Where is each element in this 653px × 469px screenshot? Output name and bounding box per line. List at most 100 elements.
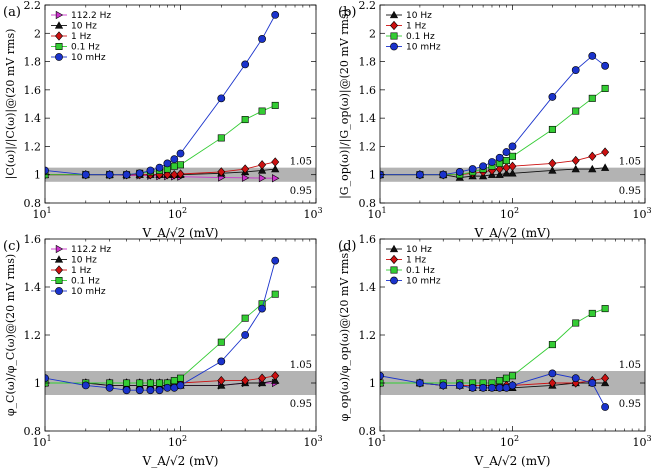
y-tick-label: 1.8 bbox=[24, 56, 42, 69]
data-point bbox=[271, 290, 279, 298]
y-tick-label: 1.2 bbox=[24, 140, 42, 153]
data-point bbox=[135, 386, 144, 395]
panel-label: (d) bbox=[338, 239, 356, 254]
x-tick-exponent: 1 bbox=[381, 206, 386, 215]
y-tick-label: 2.2 bbox=[359, 0, 377, 12]
legend-entry: 1 Hz bbox=[71, 266, 91, 276]
data-point bbox=[455, 381, 464, 390]
x-tick-base: 10 bbox=[367, 208, 381, 221]
legend-marker bbox=[390, 42, 398, 51]
data-point bbox=[588, 379, 597, 387]
y-tick-label: 1 bbox=[369, 377, 376, 390]
data-point bbox=[163, 159, 172, 168]
data-point bbox=[257, 166, 267, 174]
data-point bbox=[415, 170, 424, 179]
data-point bbox=[439, 381, 448, 390]
x-tick-exponent: 1 bbox=[381, 434, 386, 443]
y-axis-label: |C(ω)|/|C(ω)|@(20 mV rms) bbox=[4, 29, 18, 180]
y-tick-label: 0.8 bbox=[359, 197, 377, 210]
x-tick-exponent: 2 bbox=[514, 434, 519, 443]
data-point bbox=[217, 375, 226, 386]
x-tick-label: 101 bbox=[367, 206, 386, 221]
data-point bbox=[217, 134, 225, 142]
band-low-label: 0.95 bbox=[619, 186, 641, 197]
x-tick-label: 101 bbox=[367, 434, 386, 449]
data-point bbox=[588, 94, 596, 102]
data-point bbox=[548, 166, 557, 174]
data-point bbox=[122, 170, 131, 179]
legend-marker bbox=[390, 266, 398, 274]
x-axis-label: V_A/√2 (mV) bbox=[474, 454, 551, 468]
x-tick-exponent: 3 bbox=[317, 206, 322, 215]
series-10-mhz bbox=[45, 256, 280, 395]
data-point bbox=[241, 60, 250, 69]
data-point bbox=[572, 107, 580, 115]
data-point bbox=[81, 381, 90, 390]
legend-marker bbox=[55, 42, 63, 50]
data-point bbox=[258, 173, 267, 183]
data-point bbox=[163, 170, 172, 180]
data-point bbox=[588, 151, 597, 161]
band-low-label: 0.95 bbox=[619, 399, 641, 410]
legend-entry: 1 Hz bbox=[406, 256, 426, 266]
legend-entry: 112.2 Hz bbox=[71, 11, 111, 21]
legend-entry: 1 Hz bbox=[406, 22, 426, 32]
x-tick-label: 103 bbox=[632, 434, 651, 449]
data-point bbox=[572, 319, 580, 327]
data-point bbox=[217, 94, 226, 103]
band-low-label: 0.95 bbox=[290, 399, 312, 410]
y-tick-label: 1.4 bbox=[24, 281, 42, 294]
legend-marker bbox=[55, 287, 63, 295]
legend-entry: 10 mHz bbox=[406, 43, 441, 53]
data-point bbox=[146, 379, 154, 387]
x-tick-label: 103 bbox=[303, 206, 322, 221]
plot-area bbox=[45, 10, 280, 183]
x-tick-base: 10 bbox=[500, 208, 514, 221]
data-point bbox=[217, 338, 225, 346]
y-tick-label: 1.2 bbox=[359, 140, 377, 153]
series-10-mhz bbox=[380, 369, 610, 411]
legend-entry: 10 Hz bbox=[71, 256, 97, 266]
data-point bbox=[170, 377, 178, 385]
data-point bbox=[588, 309, 596, 317]
data-point bbox=[176, 381, 185, 390]
y-tick-label: 1.6 bbox=[359, 84, 377, 97]
plot-area bbox=[380, 305, 610, 411]
band-high-label: 1.05 bbox=[290, 360, 312, 371]
y-tick-label: 1 bbox=[369, 169, 376, 182]
data-point bbox=[258, 35, 266, 43]
data-point bbox=[241, 173, 250, 182]
data-point bbox=[548, 158, 557, 169]
data-point bbox=[271, 256, 280, 265]
x-tick-label: 102 bbox=[500, 206, 519, 221]
data-point bbox=[241, 375, 250, 386]
series-10-mhz bbox=[45, 10, 280, 179]
y-tick-label: 2 bbox=[34, 27, 41, 40]
y-tick-label: 1.2 bbox=[24, 329, 42, 342]
data-point bbox=[479, 162, 488, 171]
data-point bbox=[81, 170, 90, 179]
data-point bbox=[548, 93, 557, 101]
data-point bbox=[241, 164, 250, 174]
data-point bbox=[502, 374, 510, 382]
x-tick-exponent: 2 bbox=[182, 206, 187, 215]
data-point bbox=[571, 374, 580, 383]
x-tick-base: 10 bbox=[168, 436, 182, 449]
y-tick-label: 0.8 bbox=[359, 425, 377, 438]
data-point bbox=[241, 314, 249, 322]
data-point bbox=[548, 369, 557, 378]
y-tick-label: 1.6 bbox=[359, 233, 377, 246]
data-point bbox=[135, 169, 144, 178]
x-axis-label: V_A/√2 (mV) bbox=[142, 454, 219, 468]
series-0-1-hz bbox=[45, 290, 279, 387]
data-point bbox=[271, 101, 279, 109]
data-point bbox=[508, 152, 516, 160]
x-tick-base: 10 bbox=[632, 436, 646, 449]
x-tick-label: 103 bbox=[303, 434, 322, 449]
data-point bbox=[271, 10, 280, 19]
y-tick-label: 1 bbox=[34, 169, 41, 182]
